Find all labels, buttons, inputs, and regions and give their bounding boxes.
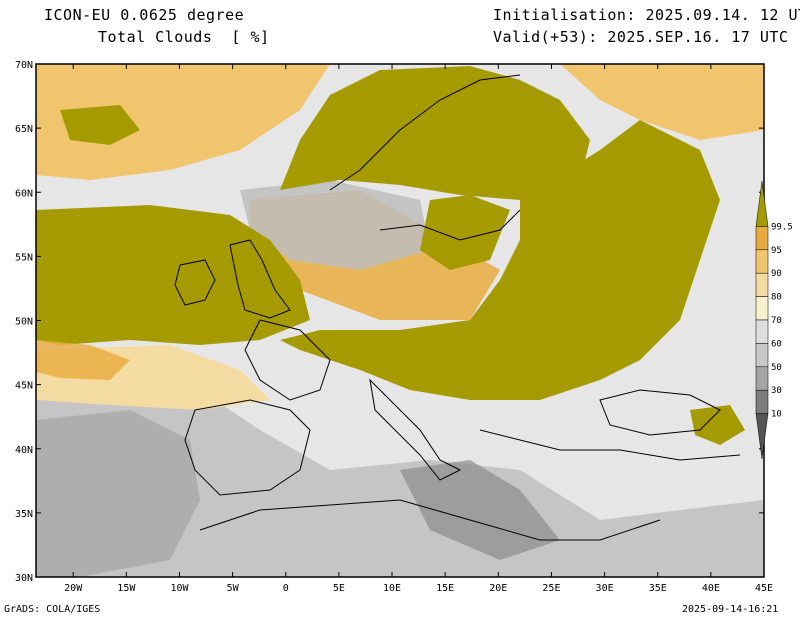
colorbar-swatch [755, 226, 769, 251]
lon-label: 10W [170, 583, 189, 594]
lon-label: 20W [64, 583, 83, 594]
colorbar-swatch [755, 343, 769, 368]
colorbar-swatch [755, 389, 769, 414]
coast-norway [329, 74, 521, 191]
colorbar-swatch [755, 249, 769, 274]
lon-label: 10E [383, 583, 401, 594]
lon-label: 35E [649, 583, 667, 594]
lat-label: 70N [15, 60, 33, 71]
colorbar-label: 30 [771, 386, 782, 396]
longitude-axis: 20W 15W 10W 5W 0 5E 10E 15E 20E 25E 30E 35E 40E 45E [64, 64, 773, 594]
colorbar-label: 95 [771, 246, 782, 256]
lon-label: 25E [542, 583, 560, 594]
colorbar-label: 60 [771, 339, 782, 349]
overcast-iceland-area [60, 105, 140, 145]
colorbar-swatch [755, 413, 769, 460]
footer-timestamp: 2025-09-14-16:21 [682, 604, 779, 615]
colorbar-label: 50 [771, 363, 782, 373]
init-time: Initialisation: 2025.09.14. 12 UTC [493, 6, 800, 24]
colorbar-label: 80 [771, 293, 782, 303]
coast-greece-turkey [479, 429, 741, 461]
footer-credit: GrADS: COLA/IGES [4, 604, 101, 615]
colorbar-swatch [755, 319, 769, 344]
lat-label: 40N [15, 445, 33, 456]
variable-title: Total Clouds [ %] [98, 28, 270, 46]
overcast-east-europe [280, 120, 720, 400]
lat-label: 45N [15, 381, 33, 392]
overcast-norway-sea [280, 66, 590, 200]
valid-time: Valid(+53): 2025.SEP.16. 17 UTC [493, 28, 789, 46]
colorbar: 99.5 95 90 80 70 60 50 30 10 [755, 180, 793, 460]
lon-label: 5W [227, 583, 240, 594]
lon-label: 15E [436, 583, 454, 594]
lon-label: 0 [283, 583, 289, 594]
lat-label: 60N [15, 188, 33, 199]
coast-france [244, 319, 331, 401]
colorbar-label: 99.5 [771, 222, 793, 232]
grey-cloud-north-sea [240, 180, 430, 270]
overcast-ireland-area [160, 250, 240, 320]
latitude-axis: 70N 65N 60N 55N 50N 45N 40N 35N 30N [15, 60, 764, 584]
colorbar-label: 70 [771, 316, 782, 326]
coastlines [174, 74, 741, 541]
partial-cloud-atlantic-north [36, 64, 330, 180]
coast-great-britain [229, 239, 291, 319]
partial-cloud-atlantic-mid [36, 340, 130, 380]
colorbar-swatch [755, 296, 769, 321]
lat-label: 50N [15, 317, 33, 328]
colorbar-swatch [755, 366, 769, 391]
grey-cloud-atlantic-south [36, 410, 200, 577]
cloud-field [36, 64, 764, 577]
colorbar-label: 90 [771, 269, 782, 279]
model-title: ICON-EU 0.0625 degree [44, 6, 245, 24]
coast-italy [369, 378, 462, 481]
lon-label: 45E [755, 583, 773, 594]
coast-iberia [184, 399, 311, 496]
overcast-black-sea-east [690, 405, 745, 445]
coast-ireland [174, 259, 216, 306]
lon-label: 15W [117, 583, 136, 594]
lat-label: 35N [15, 509, 33, 520]
grey-cloud-north-africa [400, 460, 560, 560]
lon-label: 5E [333, 583, 345, 594]
coast-baltic [379, 209, 521, 241]
grey-cloud-mediterranean [36, 380, 764, 577]
partial-cloud-scandinavia [560, 64, 764, 140]
lon-label: 20E [489, 583, 507, 594]
lon-label: 30E [596, 583, 614, 594]
lat-label: 30N [15, 573, 33, 584]
colorbar-label: 10 [771, 410, 782, 420]
colorbar-swatch [755, 272, 769, 297]
coast-black-sea [599, 389, 721, 436]
lon-label: 40E [702, 583, 720, 594]
lat-label: 55N [15, 252, 33, 263]
lat-label: 65N [15, 124, 33, 135]
overcast-baltic [420, 195, 510, 270]
coast-north-africa [199, 499, 661, 541]
